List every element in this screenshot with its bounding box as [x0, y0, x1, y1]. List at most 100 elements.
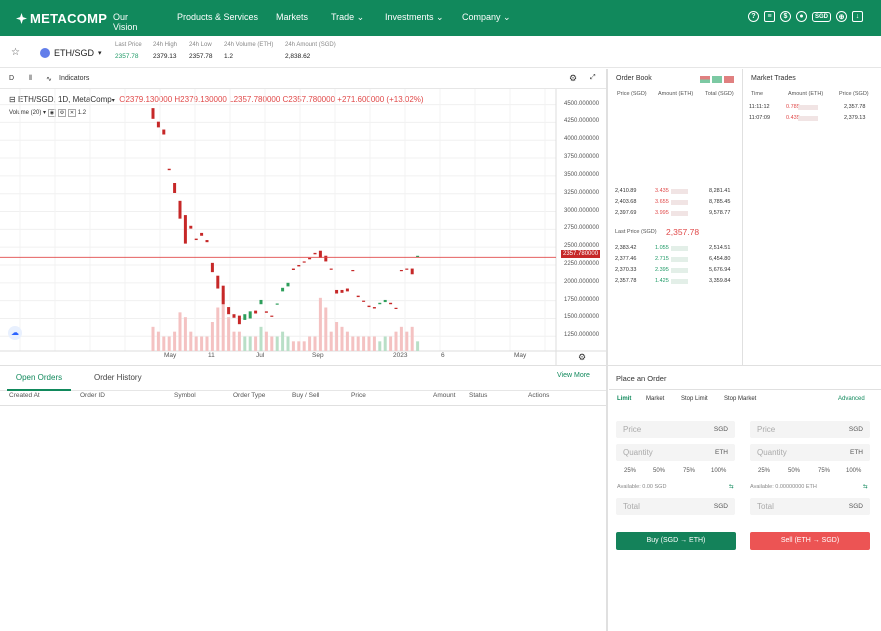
x-tick-label: 2023	[393, 352, 408, 359]
sell-pct-100[interactable]: 100%	[846, 468, 862, 474]
nav-products[interactable]: Products & Services	[177, 12, 259, 22]
x-tick-label: 6	[441, 352, 445, 359]
nav-investments[interactable]: Investments ⌄	[385, 12, 444, 22]
bid-price[interactable]: 2,383.42	[615, 245, 637, 251]
brand-logo[interactable]: METACOMP	[16, 11, 107, 26]
volume-bar	[324, 307, 328, 351]
tab-open-orders[interactable]: Open Orders	[7, 366, 71, 391]
globe-icon[interactable]: ⊕	[836, 11, 847, 22]
candle	[372, 307, 376, 309]
tab-limit[interactable]: Limit	[617, 396, 632, 402]
candle	[416, 255, 420, 258]
volume-label[interactable]: Volume (20)	[9, 110, 42, 116]
advanced-link[interactable]: Advanced	[838, 396, 865, 402]
candle	[362, 300, 366, 302]
nav-company[interactable]: Company ⌄	[462, 12, 511, 22]
candle	[259, 299, 263, 305]
user-icon[interactable]: ●	[795, 11, 807, 22]
candle	[308, 257, 312, 260]
visibility-icon[interactable]: ◉	[47, 109, 57, 117]
currency-selector[interactable]: SGD	[811, 11, 831, 22]
candle	[173, 183, 177, 193]
volume-bar	[367, 336, 371, 351]
tab-order-history[interactable]: Order History	[94, 373, 142, 382]
indicators-icon[interactable]: ∿	[46, 76, 52, 83]
bid-price[interactable]: 2,357.78	[615, 278, 637, 284]
ask-price[interactable]: 2,410.89	[615, 188, 637, 194]
sell-quantity-input[interactable]: Quantity ETH	[750, 444, 870, 461]
candle	[254, 310, 258, 314]
close-icon[interactable]: ✕	[67, 109, 77, 117]
view-more-link[interactable]: View More	[557, 372, 590, 379]
volume-bar	[362, 336, 366, 351]
settings-gear-icon[interactable]: ⚙	[569, 73, 578, 83]
tab-stop-limit[interactable]: Stop Limit	[681, 396, 708, 402]
chart-cloud-icon[interactable]: ☁	[8, 326, 22, 340]
sell-button[interactable]: Sell (ETH → SGD)	[750, 532, 870, 550]
book-view-asks-icon[interactable]	[724, 76, 734, 83]
transfer-icon[interactable]: ⇆	[863, 484, 868, 490]
buy-total-input[interactable]: Total SGD	[616, 498, 735, 515]
eth-coin-icon	[40, 48, 50, 58]
buy-pct-75[interactable]: 75%	[683, 468, 696, 474]
sell-pct-50[interactable]: 50%	[788, 468, 801, 474]
nav-trade[interactable]: Trade ⌄	[331, 12, 365, 22]
dollar-icon[interactable]: $	[779, 11, 791, 22]
transfer-icon[interactable]: ⇆	[729, 484, 734, 490]
volume-bar	[416, 341, 420, 351]
ask-price[interactable]: 2,397.69	[615, 210, 637, 216]
market-trades-title: Market Trades	[751, 75, 796, 82]
candle	[313, 252, 317, 255]
price-chart[interactable]	[0, 89, 606, 365]
sell-pct-75[interactable]: 75%	[818, 468, 831, 474]
bid-price[interactable]: 2,377.46	[615, 256, 637, 262]
help-icon[interactable]: ?	[747, 11, 759, 22]
last-price-tag: 2357.780000	[561, 250, 601, 258]
ask-price[interactable]: 2,403.68	[615, 199, 637, 205]
candle	[281, 287, 285, 292]
y-tick-label: 4000.000000	[564, 136, 600, 143]
fullscreen-icon[interactable]: ⤢	[590, 74, 596, 81]
candle	[189, 225, 193, 229]
axis-settings-icon[interactable]: ⚙	[578, 352, 587, 362]
volume-bar	[216, 307, 220, 351]
sell-price-input[interactable]: Price SGD	[750, 421, 870, 438]
buy-quantity-input[interactable]: Quantity ETH	[616, 444, 735, 461]
tab-market[interactable]: Market	[646, 396, 665, 402]
candle-type-icon[interactable]: ⫴	[29, 75, 32, 82]
bid-price[interactable]: 2,370.33	[615, 267, 637, 273]
buy-pct-25[interactable]: 25%	[624, 468, 637, 474]
collapse-icon[interactable]: ⊟	[9, 95, 16, 104]
buy-price-input[interactable]: Price SGD	[616, 421, 735, 438]
divider	[0, 405, 606, 406]
settings-icon[interactable]: ⚙	[57, 109, 67, 117]
symbol-label[interactable]: ETH/SGD, 1D, MetaComp	[17, 95, 112, 104]
volume-value: 1.2	[77, 110, 87, 116]
volume-bar	[329, 331, 333, 351]
interval-button[interactable]: D	[9, 75, 15, 82]
buy-pct-100[interactable]: 100%	[711, 468, 727, 474]
indicators-button[interactable]: Indicators	[59, 75, 90, 82]
nav-markets[interactable]: Markets	[276, 12, 309, 22]
tab-stop-market[interactable]: Stop Market	[724, 396, 757, 402]
volume-bar	[405, 331, 409, 351]
candle	[178, 200, 182, 219]
bid-total: 6,454.80	[709, 256, 731, 262]
download-icon[interactable]: ↓	[852, 11, 863, 22]
divider	[609, 389, 881, 390]
book-view-bids-icon[interactable]	[712, 76, 722, 83]
volume-bar	[335, 322, 339, 351]
sell-total-input[interactable]: Total SGD	[750, 498, 870, 515]
volume-bar	[156, 331, 160, 351]
book-view-both-icon[interactable]	[700, 76, 710, 83]
document-icon[interactable]: ≡	[763, 11, 775, 22]
pair-selector[interactable]: ETH/SGD ▾	[40, 48, 102, 58]
favorite-star-icon[interactable]: ☆	[11, 47, 20, 58]
last-price-value: 2,357.78	[666, 227, 700, 237]
nav-our-vision[interactable]: Our Vision	[113, 12, 138, 32]
candle	[151, 108, 155, 119]
buy-button[interactable]: Buy (SGD → ETH)	[616, 532, 736, 550]
col-symbol: Symbol	[174, 392, 196, 399]
sell-pct-25[interactable]: 25%	[758, 468, 771, 474]
buy-pct-50[interactable]: 50%	[653, 468, 666, 474]
